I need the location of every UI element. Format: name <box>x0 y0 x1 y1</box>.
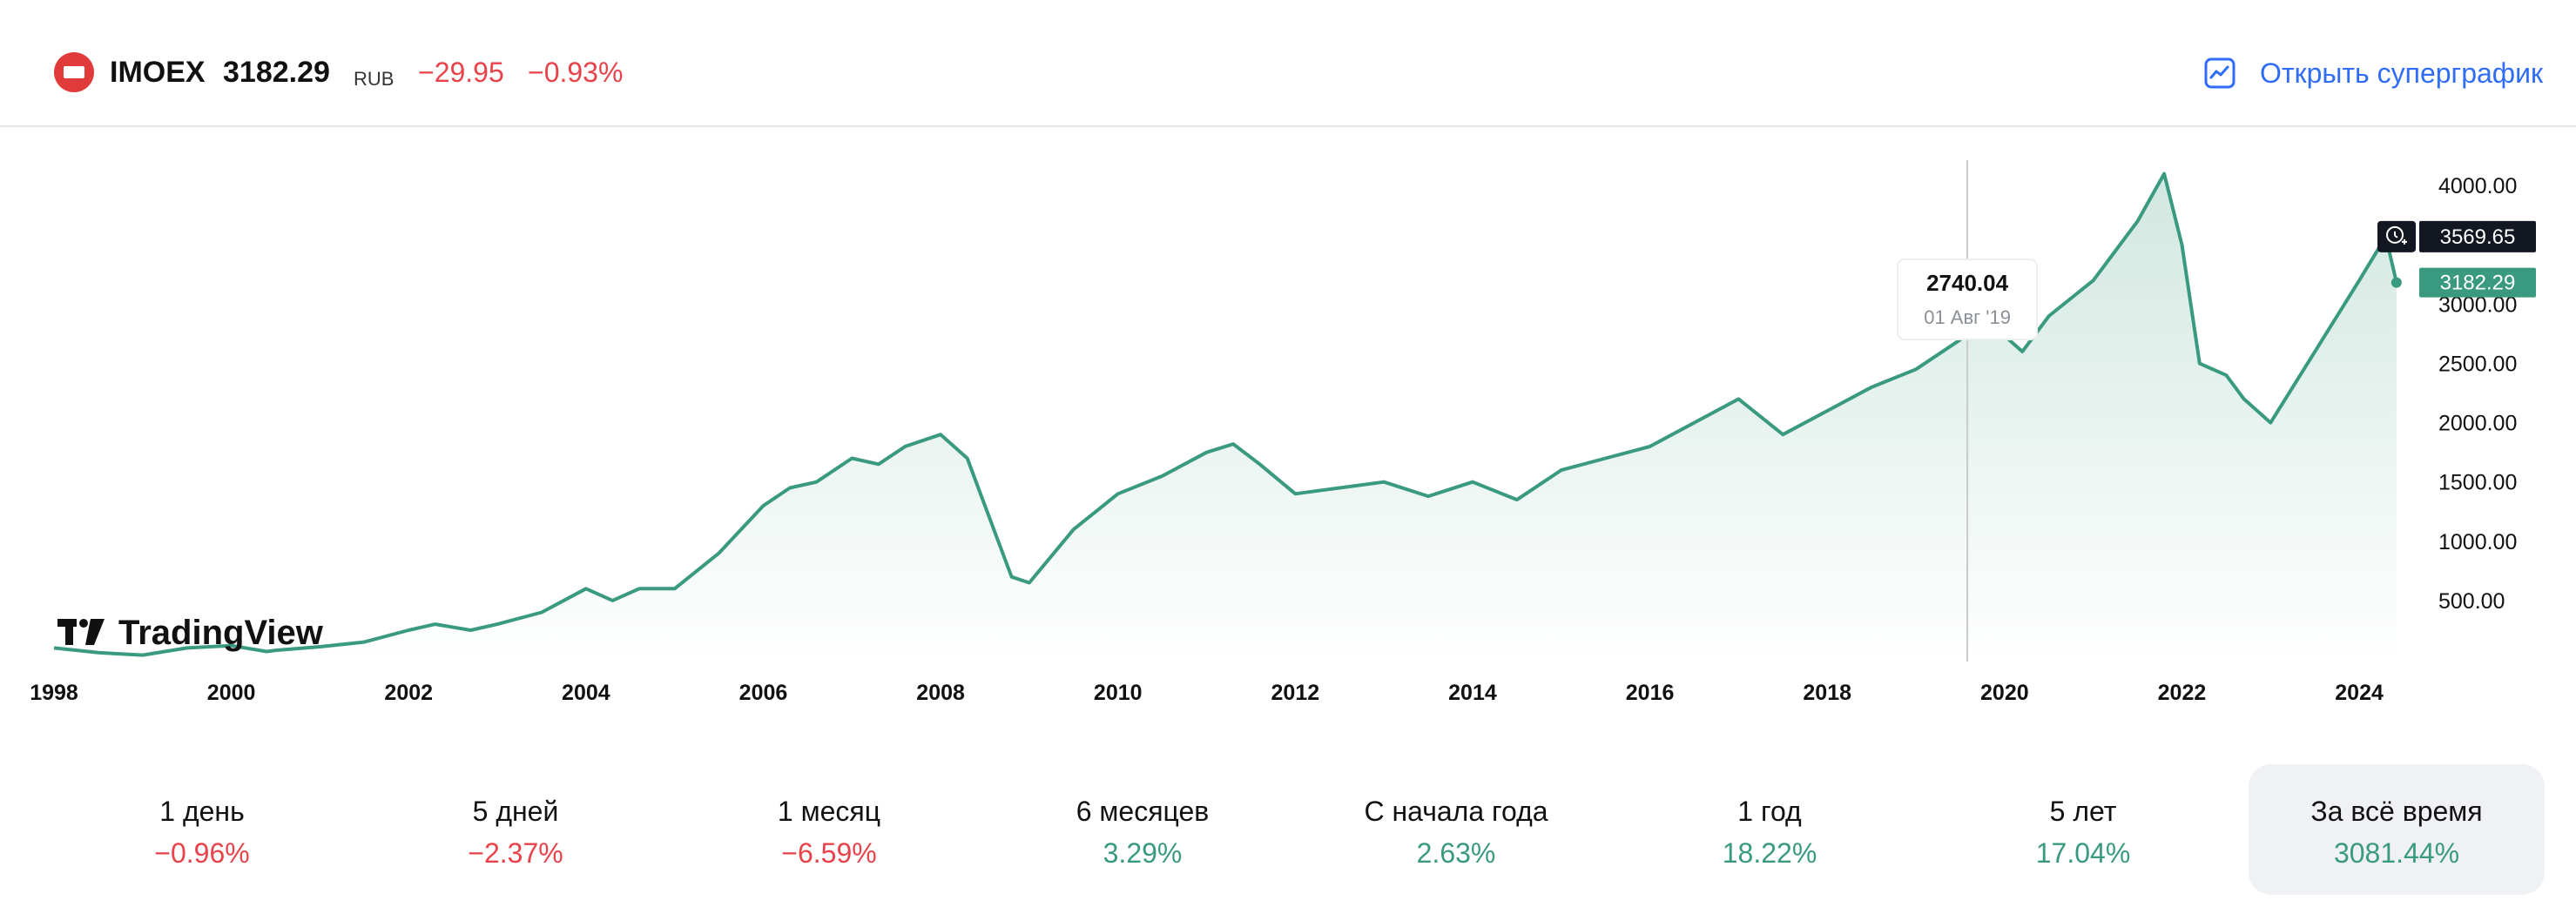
last-price-dot <box>2391 277 2402 288</box>
price-change-percent: −0.93% <box>528 57 624 88</box>
x-tick-label: 2022 <box>2158 681 2207 705</box>
x-tick-label: 1998 <box>30 681 78 705</box>
y-tick-label: 2000.00 <box>2438 412 2517 436</box>
russia-flag-icon <box>54 52 94 92</box>
open-supergraph-button[interactable]: Открыть суперграфик <box>2204 54 2543 92</box>
tradingview-watermark-text: TradingView <box>118 614 324 652</box>
alarm-add-icon <box>2386 225 2407 245</box>
chart-tooltip: 2740.04 01 Авг '19 <box>1897 259 2039 340</box>
last-price-label: 3182.29 <box>2419 267 2536 298</box>
period-tab-label: 6 месяцев <box>1076 796 1210 827</box>
period-tab-1y[interactable]: 1 год 18.22% <box>1622 764 1918 895</box>
period-tab-value: −0.96% <box>154 837 250 869</box>
x-tick-label: 2014 <box>1448 681 1497 705</box>
period-tab-value: 3.29% <box>1103 837 1183 869</box>
x-tick-label: 2012 <box>1271 681 1320 705</box>
ticker-symbol: IMOEX <box>110 56 206 89</box>
last-price-text: 3182.29 <box>2440 272 2516 295</box>
line-chart-icon <box>2204 57 2235 89</box>
period-tab-5y[interactable]: 5 лет 17.04% <box>1935 764 2231 895</box>
tradingview-logo-icon <box>57 619 105 645</box>
period-tab-all[interactable]: За всё время 3081.44% <box>2249 764 2545 895</box>
period-tab-label: 5 лет <box>2049 796 2117 827</box>
period-tab-1d[interactable]: 1 день −0.96% <box>54 764 350 895</box>
period-tab-value: 2.63% <box>1416 837 1496 869</box>
period-tab-ytd[interactable]: С начала года 2.63% <box>1308 764 1604 895</box>
period-tab-label: 1 день <box>159 796 245 827</box>
instrument-header: IMOEX 3182.29 RUB −29.95 −0.93% Открыть … <box>0 0 2576 127</box>
period-tab-1m[interactable]: 1 месяц −6.59% <box>681 764 977 895</box>
period-tab-value: −2.37% <box>468 837 563 869</box>
add-alert-button[interactable] <box>2377 220 2416 252</box>
x-tick-label: 2008 <box>916 681 965 705</box>
price-series-line <box>53 171 2398 657</box>
currency-code: RUB <box>354 68 394 90</box>
period-tab-value: 17.04% <box>2035 837 2131 869</box>
price-chart[interactable]: 1998 2000 2002 2004 2006 2008 2010 2012 2014 2016… <box>0 127 2576 728</box>
y-tick-label: 4000.00 <box>2438 174 2517 198</box>
period-tab-5d[interactable]: 5 дней −2.37% <box>368 764 664 895</box>
x-tick-label: 2024 <box>2335 681 2384 705</box>
period-tab-value: 3081.44% <box>2333 837 2460 869</box>
tradingview-watermark: TradingView <box>57 614 324 652</box>
period-tab-value: 18.22% <box>1722 837 1817 869</box>
y-tick-label: 1000.00 <box>2438 530 2517 554</box>
x-tick-label: 2002 <box>384 681 433 705</box>
period-tab-label: С начала года <box>1364 796 1548 827</box>
period-tab-label: За всё время <box>2310 796 2483 827</box>
tooltip-box <box>1897 259 2039 340</box>
chart-area-fill <box>54 173 2397 661</box>
current-price: 3182.29 <box>223 56 330 89</box>
y-tick-label: 1500.00 <box>2438 471 2517 495</box>
period-tabs: 1 день −0.96% 5 дней −2.37% 1 месяц −6.59% … <box>0 764 2576 895</box>
x-tick-label: 2020 <box>1980 681 2029 705</box>
tooltip-value: 2740.04 <box>1926 270 2009 296</box>
x-tick-label: 2016 <box>1626 681 1675 705</box>
period-tab-6m[interactable]: 6 месяцев 3.29% <box>995 764 1291 895</box>
crosshair-price-label: 3569.65 <box>2419 220 2536 252</box>
open-supergraph-label: Открыть суперграфик <box>2260 57 2543 89</box>
period-tab-label: 1 год <box>1737 796 1802 827</box>
y-tick-label: 500.00 <box>2438 589 2505 614</box>
x-tick-label: 2004 <box>562 681 610 705</box>
period-tab-label: 5 дней <box>472 796 559 827</box>
x-axis: 1998 2000 2002 2004 2006 2008 2010 2012 2014 2016… <box>30 681 2384 705</box>
period-tab-label: 1 месяц <box>777 796 881 827</box>
price-change: −29.95 <box>418 57 504 88</box>
x-tick-label: 2000 <box>207 681 256 705</box>
y-tick-label: 2500.00 <box>2438 353 2517 377</box>
x-tick-label: 2018 <box>1803 681 1851 705</box>
tooltip-date: 01 Авг '19 <box>1924 306 2011 328</box>
x-tick-label: 2006 <box>739 681 788 705</box>
x-tick-label: 2010 <box>1094 681 1143 705</box>
crosshair-price-text: 3569.65 <box>2440 225 2516 249</box>
period-tab-value: −6.59% <box>781 837 877 869</box>
y-axis: 500.001000.001500.002000.002500.003000.0… <box>2438 174 2517 614</box>
